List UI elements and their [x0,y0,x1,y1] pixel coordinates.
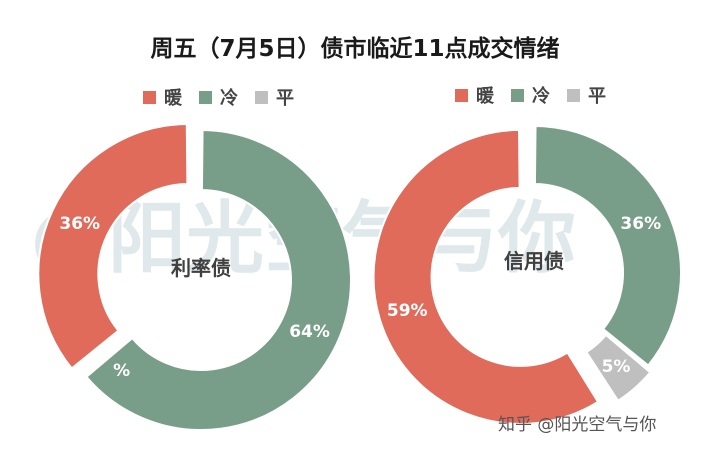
donut-slice-warm [37,123,189,370]
data-label-flat: % [113,361,130,381]
data-label-cold: 36% [620,214,661,234]
donut-slice-cold [533,124,682,367]
donut-slice-warm [372,128,600,425]
legend-label-cold: 冷 [220,87,238,109]
chart-title: 周五（7月5日）债市临近11点成交情绪 [150,35,559,62]
legend-swatch-warm [143,91,156,104]
data-label-flat: 5% [602,357,631,377]
legend-label-flat: 平 [276,88,294,109]
legend-right: 暖 冷 平 [455,85,606,107]
legend-swatch-flat [567,89,580,102]
legend-label-cold: 冷 [532,85,550,107]
donut-chart-credit: 59% 36% 5% 信用债 [372,124,682,425]
data-label-cold: 64% [289,322,330,342]
legend-label-flat: 平 [588,86,606,107]
legend-swatch-cold [199,91,212,104]
legend-label-warm: 暖 [164,87,183,109]
data-label-warm: 59% [387,301,428,321]
legend-swatch-warm [455,89,468,102]
data-label-warm: 36% [59,214,100,234]
legend-left: 暖 冷 平 [143,87,294,109]
legend-swatch-cold [511,89,524,102]
donut-center-label: 利率债 [171,256,231,280]
donut-center-label: 信用债 [504,249,564,273]
watermark-small: 知乎 @阳光空气与你 [498,415,656,435]
legend-label-warm: 暖 [476,85,495,107]
legend-swatch-flat [255,91,268,104]
donut-chart-rates: 36% 64%% 利率债 [37,123,352,431]
donut-slice-flat [585,333,652,403]
donut-slice-cold [85,128,352,431]
